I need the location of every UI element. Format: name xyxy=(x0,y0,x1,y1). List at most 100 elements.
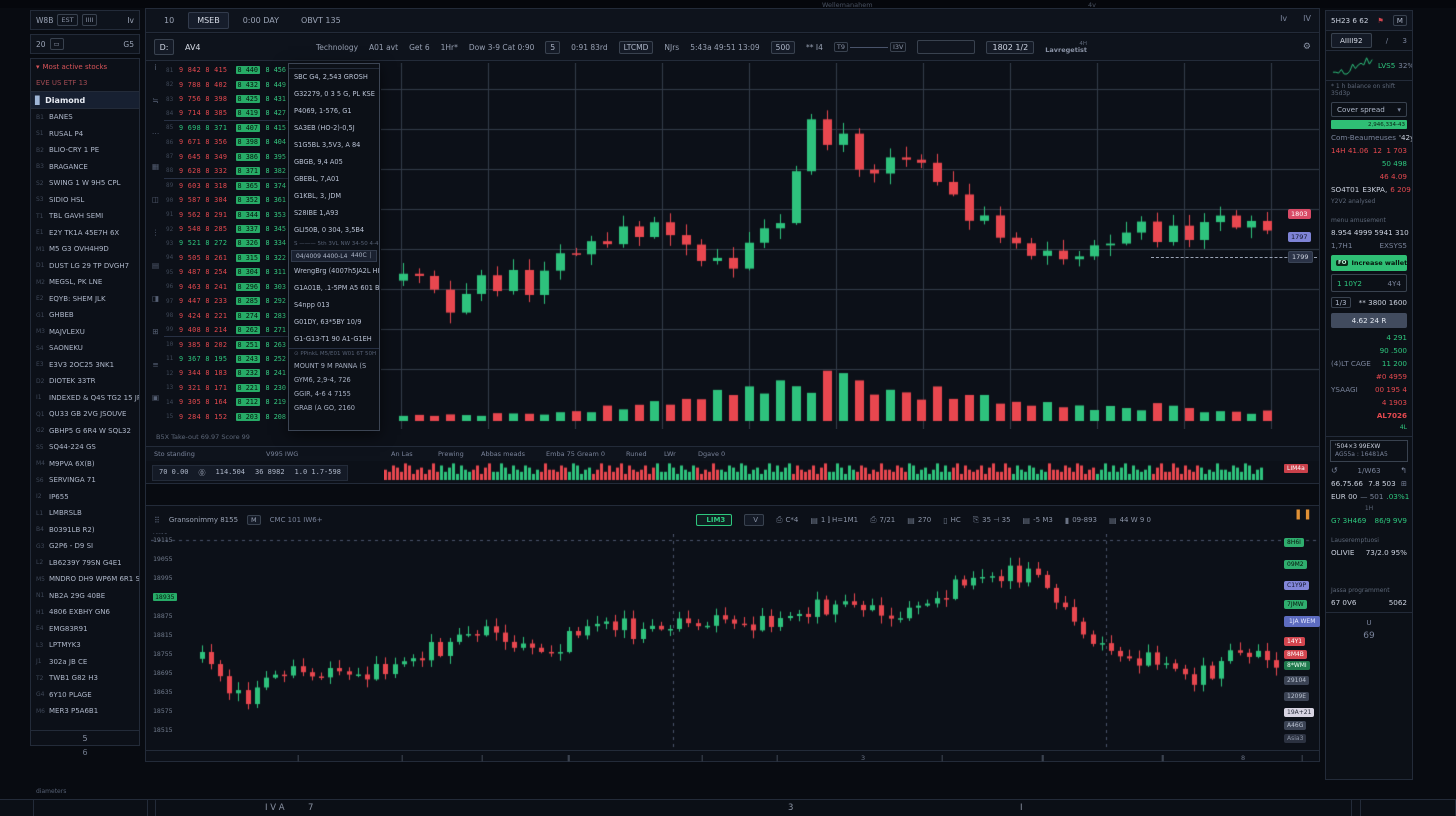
toolbar-menu-item[interactable]: 500 xyxy=(770,40,795,54)
rail-tool-icon[interactable]: ▤ xyxy=(151,261,160,270)
rail-tool-icon[interactable]: i xyxy=(154,63,157,72)
toolbar-menu-item[interactable]: NJrs xyxy=(664,42,680,52)
sidebar-item[interactable]: L1 LMBRSLB xyxy=(31,505,139,522)
tape-header-label[interactable]: An Las xyxy=(391,450,413,458)
order-price-tag[interactable]: 29104 xyxy=(1284,676,1310,685)
toolbar-menu-item[interactable]: 1Hr* xyxy=(440,42,458,52)
sidebar-item[interactable]: S4 SAONEKU xyxy=(31,340,139,357)
order-price-tag[interactable]: 1JA WEM xyxy=(1284,616,1321,627)
quote-row[interactable]: 87 9 645 8 349 8 386 8 395 xyxy=(164,150,288,164)
collapse-handle[interactable]: U xyxy=(1326,616,1412,629)
workspace-tab[interactable]: OBVT 135 xyxy=(300,16,341,25)
popup-list-item[interactable]: WrengBrg (4007h5JA2L HI xyxy=(294,267,379,275)
quote-row[interactable]: 96 9 463 8 241 8 296 8 303 xyxy=(164,280,288,294)
workspace-tab[interactable]: 10 xyxy=(164,16,175,25)
est-button[interactable]: EST xyxy=(57,14,78,26)
toolbar-menu-item[interactable]: 5 xyxy=(545,40,561,54)
toolbar-menu-item[interactable]: ** I4 xyxy=(806,42,823,52)
quote-row[interactable]: 90 9 587 8 304 8 352 8 361 xyxy=(164,193,288,207)
tape-header-label[interactable]: Abbas meads xyxy=(481,450,525,458)
toolbar-tool[interactable]: V xyxy=(744,514,765,526)
layout-button[interactable]: IIII xyxy=(81,14,98,26)
intraday-candlestick-chart[interactable] xyxy=(151,534,1319,748)
status-bar-item[interactable]: 7 xyxy=(308,803,314,813)
expand-icon[interactable]: Iv xyxy=(127,15,134,25)
alert-most-active[interactable]: ▾ Most active stocks xyxy=(31,59,139,75)
popup-list-item[interactable]: GBEBL, 7,A01 xyxy=(294,175,340,183)
popup-list-item[interactable]: SBC G4, 2,543 GROSH xyxy=(294,73,368,81)
order-price-tag[interactable]: 09M2 xyxy=(1284,560,1307,569)
sidebar-item[interactable]: G2 GBHP5 G 6R4 W SQL32 xyxy=(31,423,139,440)
sidebar-item[interactable]: T2 TWB1 G82 H3 xyxy=(31,670,139,687)
rail-tool-icon[interactable]: ≡ xyxy=(152,360,159,369)
quote-row[interactable]: 92 9 548 8 285 8 337 8 345 xyxy=(164,222,288,236)
sidebar-item[interactable]: E1 E2Y TK1A 45E7H 6X xyxy=(31,225,139,242)
main-candlestick-chart[interactable] xyxy=(381,63,1319,429)
quote-row[interactable]: 14 9 305 8 164 8 212 8 219 xyxy=(164,395,288,409)
sidebar-item[interactable]: I1 INDEXED & Q4S TG2 15 JPE xyxy=(31,390,139,407)
intraday-time-axis[interactable]: | | | ‖ | | 3 | ‖ ‖ 8 | xyxy=(146,750,1319,763)
sidebar-item[interactable]: D1 DUST LG 29 TP DVGH7 xyxy=(31,258,139,275)
order-price-tag[interactable]: 14Y1 xyxy=(1284,637,1306,646)
tape-header-label[interactable]: Runed xyxy=(626,450,647,458)
sidebar-item[interactable]: I2 IP655 xyxy=(31,489,139,506)
value-input[interactable] xyxy=(917,40,976,54)
popup-list-item[interactable]: GBGB, 9,4 A05 xyxy=(294,158,343,166)
status-bar-item[interactable]: I V A xyxy=(265,803,285,813)
order-price-tag[interactable]: Asia3 xyxy=(1284,734,1307,743)
quote-row[interactable]: 91 9 562 8 291 8 344 8 353 xyxy=(164,207,288,221)
sidebar-item[interactable]: M1 M5 G3 OVH4H9D xyxy=(31,241,139,258)
symbol-search-input[interactable]: AV4 xyxy=(185,42,201,52)
filter-box[interactable]: ▭ xyxy=(49,38,64,50)
popup-list-item[interactable]: SA3EB (HO-2)-0,5J xyxy=(294,124,355,132)
popup-list-item[interactable]: S4npp 013 xyxy=(294,301,330,309)
refresh-icon[interactable]: ↺ xyxy=(1331,466,1338,475)
toolbar-menu-item[interactable]: Technology xyxy=(316,42,359,52)
popup-list-item[interactable]: S28IBE 1,A93 xyxy=(294,209,339,217)
sidebar-item[interactable]: B1 BANES xyxy=(31,109,139,126)
popup-list-item[interactable]: P4069, 1-576, G1 xyxy=(294,107,352,115)
popup-list-item[interactable]: MOUNT 9 M PANNA (S xyxy=(294,362,367,370)
quote-row[interactable]: 12 9 344 8 183 8 232 8 241 xyxy=(164,366,288,380)
range-track[interactable] xyxy=(849,46,888,48)
sidebar-item[interactable]: S1 RUSAL P4 xyxy=(31,126,139,143)
sidebar-item[interactable]: E3 E3V3 2OC25 3NK1 xyxy=(31,357,139,374)
quote-row[interactable]: 97 9 447 8 233 8 285 8 292 xyxy=(164,294,288,308)
sidebar-item[interactable]: Q1 QU33 GB 2VG JSOUVE xyxy=(31,406,139,423)
indicator-icon[interactable]: Iv xyxy=(1280,14,1288,23)
quote-row[interactable]: 10 9 385 8 202 8 251 8 263 xyxy=(164,337,288,351)
tape-header-label[interactable]: Dgave 0 xyxy=(698,450,726,458)
toolbar-menu-item[interactable]: A01 avt xyxy=(369,42,399,52)
return-icon[interactable]: ↰ xyxy=(1400,466,1407,475)
quote-row[interactable]: 99 9 408 8 214 8 262 8 271 xyxy=(164,323,288,338)
sidebar-item[interactable]: S3 SIDIO HSL xyxy=(31,192,139,209)
sidebar-item[interactable]: M2 MEGSL, PK LNE xyxy=(31,274,139,291)
popup-list-item[interactable]: G32279, 0 3 5 G, PL KSE xyxy=(294,90,375,98)
sidebar-item[interactable]: B4 B0391LB R2) xyxy=(31,522,139,539)
sidebar-item[interactable]: E2 EQYB: SHEM JLK xyxy=(31,291,139,308)
fullscreen-icon[interactable]: IV xyxy=(1303,14,1311,23)
popup-list-item[interactable]: S1G5BL 3,5V3, A 84 xyxy=(294,141,361,149)
order-price-tag[interactable]: 7JMW xyxy=(1284,600,1307,609)
toolbar-tool[interactable]: ▮ 09-893 xyxy=(1065,516,1097,525)
rail-tool-icon[interactable]: ⋮ xyxy=(151,228,160,237)
popup-list-item[interactable]: GRAB (A GO, 2160 xyxy=(294,404,356,412)
toolbar-tool[interactable]: ⎙ 7/21 xyxy=(870,515,895,525)
sidebar-item[interactable]: S5 SQ44-224 GS xyxy=(31,439,139,456)
sidebar-item[interactable]: J1 302a JB CE xyxy=(31,654,139,671)
sidebar-item[interactable]: M4 M9PVA 6X(B) xyxy=(31,456,139,473)
sidebar-pagination[interactable]: 5 xyxy=(31,730,139,745)
mode-box[interactable]: M xyxy=(1392,15,1407,26)
mode-icon[interactable]: M xyxy=(247,515,261,525)
sidebar-item[interactable]: S6 SERVINGA 71 xyxy=(31,472,139,489)
sidebar-item[interactable]: S2 SWING 1 W 9H5 CPL xyxy=(31,175,139,192)
sidebar-item[interactable]: L2 LB6239Y 79SN G4E1 xyxy=(31,555,139,572)
tape-header-label[interactable]: V995 IWG xyxy=(266,450,299,458)
quote-row[interactable]: 85 9 698 8 371 8 407 8 415 xyxy=(164,121,288,135)
toolbar-tool[interactable]: ⎘ 35 ⊣ 35 xyxy=(973,515,1011,525)
sidebar-item[interactable]: L3 LPTMYK3 xyxy=(31,637,139,654)
rail-tool-icon[interactable]: ◫ xyxy=(151,195,160,204)
quote-row[interactable]: 13 9 321 8 171 8 221 8 230 xyxy=(164,381,288,395)
toolbar-tool[interactable]: ▤ 270 xyxy=(907,516,931,525)
order-price-tag[interactable]: 8*WMI xyxy=(1284,661,1310,670)
